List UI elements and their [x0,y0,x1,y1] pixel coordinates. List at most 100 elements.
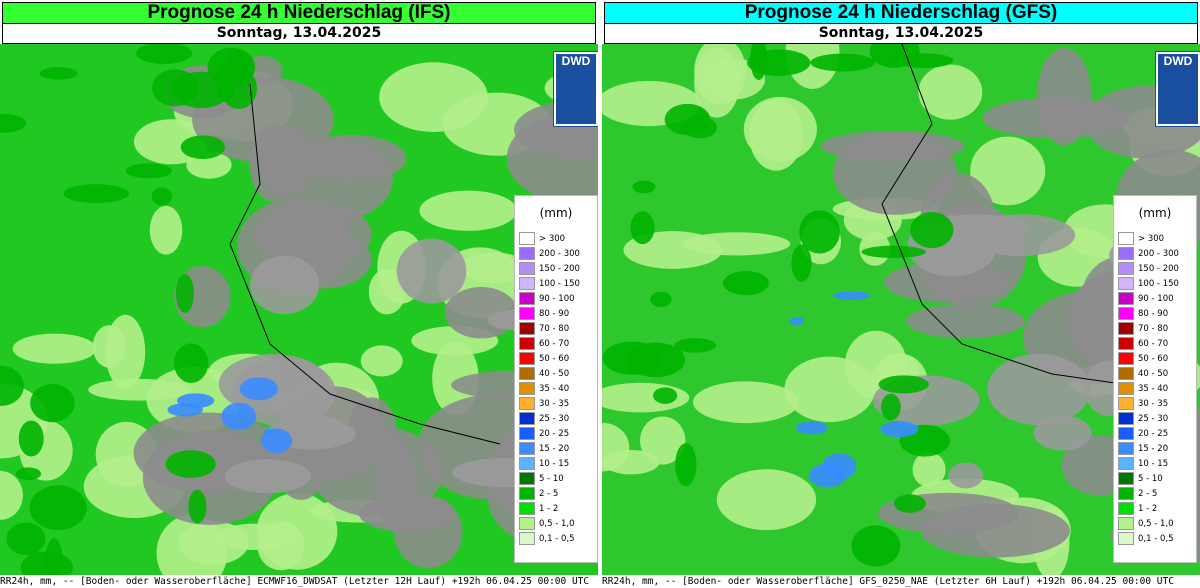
rain-area [173,343,209,383]
legend-swatch [1118,487,1134,500]
legend-entry: 5 - 10 [1118,472,1163,487]
legend-entry: 25 - 30 [519,412,569,427]
forecast-panel: Prognose 24 h Niederschlag (IFS) Sonntag,… [0,0,598,588]
rain-area [675,443,697,487]
legend-swatch [519,247,535,260]
legend-entry: 30 - 35 [1118,397,1168,412]
legend-swatch [1118,247,1134,260]
legend-entry: 35 - 40 [1118,382,1168,397]
rain-area [6,522,46,556]
legend-swatch [519,382,535,395]
legend-entry: 50 - 60 [1118,352,1168,367]
rain-area [799,210,840,254]
light-rain-area [602,450,660,475]
legend-swatch [519,277,535,290]
legend-entry: 50 - 60 [519,352,569,367]
heavier-rain [221,402,257,431]
legend-entry: 150 - 200 [1118,262,1179,277]
forecast-panel: Prognose 24 h Niederschlag (GFS) Sonntag,… [602,0,1200,588]
light-rain-area [701,58,766,100]
legend-label: 1 - 2 [1138,504,1158,514]
light-rain-area [368,268,406,315]
legend-swatch [1118,472,1134,485]
legend-entry: 0,5 - 1,0 [519,517,575,532]
light-rain-area [178,521,249,565]
rain-area [851,525,901,567]
legend-entry: 60 - 70 [1118,337,1168,352]
rain-area [750,44,768,81]
legend-swatch [519,502,535,515]
light-rain-area [460,252,528,284]
legend-swatch [519,487,535,500]
legend-swatch [1118,367,1134,380]
rain-area [910,211,954,249]
legend-swatch [519,442,535,455]
legend-entry: > 300 [519,232,565,247]
dry-land [249,255,320,315]
legend-label: 150 - 200 [1138,264,1179,274]
legend-swatch [519,427,535,440]
rain-area [632,180,656,194]
legend-swatch [1118,457,1134,470]
heavier-rain [808,463,847,488]
legend-entry: 20 - 25 [519,427,569,442]
legend-swatch [519,337,535,350]
legend-swatch [1118,277,1134,290]
legend-label: 40 - 50 [1138,369,1169,379]
rain-area [30,384,75,423]
dry-land [295,134,407,183]
legend-entry: 20 - 25 [1118,427,1168,442]
coastline [229,83,501,445]
dry-land [966,214,1076,257]
legend-label: 40 - 50 [539,369,570,379]
legend-swatch [1118,262,1134,275]
panel-subtitle: Sonntag, 13.04.2025 [2,23,596,44]
legend-swatch [519,397,535,410]
legend-label: 25 - 30 [539,414,570,424]
legend-entry: 80 - 90 [1118,307,1168,322]
rain-area [0,113,27,133]
legend-swatch [519,352,535,365]
legend-swatch [519,532,535,545]
legend-entry: 60 - 70 [519,337,569,352]
rain-area [39,67,78,80]
rain-area [220,67,257,110]
legend-entry: 200 - 300 [519,247,580,262]
legend-entry: 100 - 150 [519,277,580,292]
dry-land [987,353,1091,426]
legend-entry: 70 - 80 [1118,322,1168,337]
legend-label: 150 - 200 [539,264,580,274]
legend-label: 5 - 10 [539,474,564,484]
legend-swatch [1118,307,1134,320]
dry-land [506,114,598,203]
legend-swatch [519,367,535,380]
legend-label: 0,1 - 0,5 [539,534,575,544]
heavier-rain [177,393,215,409]
legend-entry: 90 - 100 [1118,292,1174,307]
panel-title: Prognose 24 h Niederschlag (IFS) [2,2,596,24]
rain-area [135,44,193,65]
rain-area [791,244,812,282]
legend-label: 90 - 100 [1138,294,1174,304]
light-rain-area [379,62,488,132]
panel-subtitle: Sonntag, 13.04.2025 [604,23,1198,44]
legend-label: 200 - 300 [539,249,580,259]
rain-area [151,187,173,206]
rain-area [626,342,686,378]
legend-label: 1 - 2 [539,504,559,514]
light-rain-area [784,356,875,423]
rain-area [893,494,926,513]
rain-area [227,49,251,73]
legend-label: 80 - 90 [1138,309,1169,319]
legend-label: 50 - 60 [1138,354,1169,364]
light-rain-area [360,345,403,377]
legend-entry: 25 - 30 [1118,412,1168,427]
heavier-rain [796,421,828,435]
legend-label: 90 - 100 [539,294,575,304]
legend-label: 35 - 40 [1138,384,1169,394]
legend-swatch [1118,442,1134,455]
legend-entry: 0,5 - 1,0 [1118,517,1174,532]
light-rain-area [432,341,479,416]
light-rain-area [12,333,97,364]
rain-area [880,393,901,421]
